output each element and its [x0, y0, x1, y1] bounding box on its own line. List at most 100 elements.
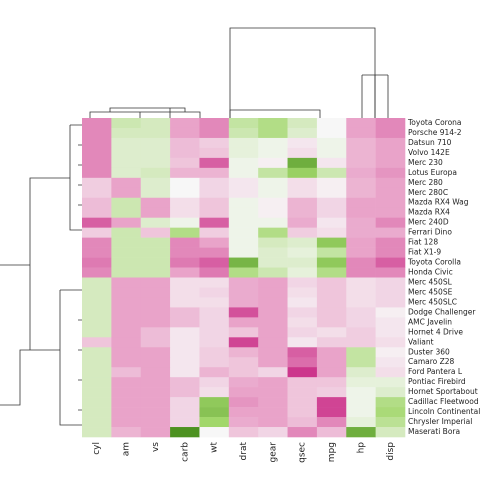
cell	[199, 247, 230, 258]
cell	[258, 287, 288, 298]
cell	[111, 237, 142, 248]
cell	[316, 317, 347, 328]
cell	[140, 387, 171, 398]
cell	[375, 277, 406, 288]
cell	[228, 407, 259, 418]
cell	[346, 147, 376, 159]
cell	[82, 297, 112, 308]
cell	[170, 427, 200, 438]
cell	[346, 237, 376, 248]
cell	[258, 227, 288, 238]
row-label: Hornet 4 Drive	[408, 327, 463, 336]
cell	[199, 197, 230, 209]
cell	[140, 257, 171, 268]
cell	[346, 247, 376, 258]
cell	[316, 397, 347, 408]
cell	[82, 397, 112, 408]
cell	[258, 247, 288, 258]
cell	[228, 247, 259, 258]
cell	[258, 307, 288, 318]
cell	[375, 257, 406, 268]
cell	[346, 227, 376, 238]
cell	[111, 118, 142, 129]
cell	[258, 277, 288, 288]
cell	[199, 237, 230, 248]
cell	[316, 427, 347, 438]
cell	[346, 207, 376, 218]
cell	[228, 357, 259, 368]
cell	[258, 167, 288, 179]
cell	[111, 157, 142, 169]
cell	[140, 397, 171, 408]
cell	[316, 177, 347, 189]
row-label: Toyota Corona	[407, 118, 462, 127]
cell	[258, 157, 288, 169]
cell	[140, 137, 171, 149]
cell	[111, 307, 142, 318]
cell	[82, 157, 112, 169]
cell	[82, 337, 112, 348]
cell	[228, 387, 259, 398]
cell	[228, 237, 259, 248]
cell	[287, 217, 318, 228]
cell	[170, 207, 200, 218]
cell	[228, 187, 259, 199]
cell	[228, 277, 259, 288]
row-label: Merc 240D	[408, 218, 449, 227]
cell	[375, 387, 406, 398]
row-label: Merc 280	[408, 178, 443, 187]
cell	[346, 347, 376, 358]
cell	[287, 297, 318, 308]
cell	[228, 197, 259, 209]
cell	[111, 367, 142, 378]
row-label: Lotus Europa	[408, 168, 457, 177]
cell	[199, 167, 230, 179]
row-label: Porsche 914-2	[408, 128, 462, 137]
cell	[375, 127, 406, 139]
cell	[140, 277, 171, 288]
cell	[111, 147, 142, 159]
cell	[258, 387, 288, 398]
row-label: Datsun 710	[408, 138, 452, 147]
cell	[258, 237, 288, 248]
cell	[199, 367, 230, 378]
cell	[82, 207, 112, 218]
cell	[346, 307, 376, 318]
cell	[316, 377, 347, 388]
cell	[228, 337, 259, 348]
cell	[258, 347, 288, 358]
cell	[199, 347, 230, 358]
cell	[82, 127, 112, 139]
cell	[170, 187, 200, 199]
row-label: Chrysler Imperial	[408, 417, 472, 426]
cell	[287, 247, 318, 258]
cell	[111, 227, 142, 238]
cell	[228, 267, 259, 278]
cell	[170, 397, 200, 408]
cell	[199, 337, 230, 348]
row-label: Toyota Corolla	[407, 258, 461, 267]
cell	[140, 247, 171, 258]
cell	[170, 297, 200, 308]
cell	[258, 118, 288, 129]
cell	[82, 237, 112, 248]
cell	[287, 187, 318, 199]
cell	[228, 207, 259, 218]
cell	[140, 237, 171, 248]
cell	[316, 297, 347, 308]
cell	[82, 217, 112, 228]
cell	[82, 407, 112, 418]
cell	[111, 187, 142, 199]
cell	[346, 287, 376, 298]
cell	[346, 317, 376, 328]
cell	[346, 277, 376, 288]
cell	[199, 257, 230, 268]
cell	[258, 377, 288, 388]
cell	[199, 267, 230, 278]
cell	[170, 357, 200, 368]
cell	[228, 118, 259, 129]
cell	[170, 387, 200, 398]
cell	[140, 427, 171, 438]
